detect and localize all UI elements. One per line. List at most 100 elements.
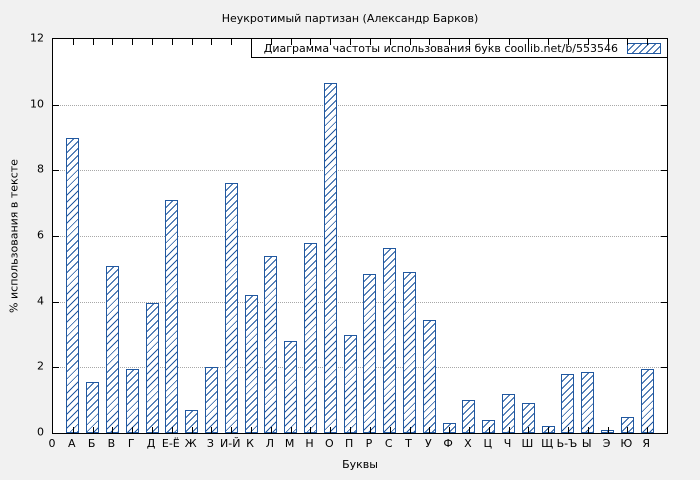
chart-title: Неукротимый партизан (Александр Барков) (221, 12, 479, 25)
x-tick-mark (647, 427, 649, 433)
bar (403, 272, 417, 433)
gridline (53, 236, 667, 237)
bar (620, 416, 634, 433)
bar (323, 83, 337, 433)
x-tick-mark (270, 427, 272, 433)
x-tick-mark (251, 39, 253, 45)
bar (264, 255, 278, 433)
bar (521, 403, 535, 433)
y-tick-mark (661, 236, 667, 237)
x-tick-mark (607, 39, 609, 45)
bar (482, 419, 496, 433)
bar (165, 199, 179, 433)
x-tick-label: У (424, 437, 432, 450)
x-tick-mark (369, 39, 371, 45)
x-tick-mark (627, 427, 629, 433)
y-tick-mark (53, 170, 59, 172)
bar (363, 273, 377, 433)
x-tick-mark (607, 427, 609, 433)
x-tick-mark (508, 427, 510, 433)
x-tick-mark (211, 39, 213, 45)
x-tick-mark (231, 39, 233, 45)
y-tick-mark (661, 170, 667, 172)
bar (185, 410, 199, 433)
x-tick-mark (330, 39, 332, 45)
y-tick-label: 6 (37, 228, 44, 242)
x-tick-label: Х (464, 437, 472, 450)
y-tick-mark (53, 367, 59, 369)
x-tick-mark (171, 39, 173, 45)
bar (244, 295, 258, 433)
x-tick-label: Л (265, 437, 274, 450)
x-tick-label: В (107, 437, 116, 450)
legend-hatch-swatch-icon (627, 42, 661, 54)
plot-area: Диаграмма частоты использования букв coo… (52, 38, 668, 434)
y-tick-label: 10 (30, 97, 44, 111)
x-tick-mark (409, 427, 411, 433)
x-tick-mark (152, 427, 154, 433)
x-tick-mark (270, 39, 272, 45)
y-tick-label: 2 (37, 359, 44, 373)
gridline (53, 170, 667, 172)
x-tick-mark (310, 427, 312, 433)
bar (502, 393, 516, 433)
x-tick-mark (231, 427, 233, 433)
y-tick-label: 0 (37, 425, 44, 439)
x-tick-mark (587, 39, 589, 45)
x-tick-label: Н (305, 437, 314, 450)
x-tick-mark (350, 39, 352, 45)
x-tick-mark (647, 39, 649, 45)
x-tick-mark (152, 39, 154, 45)
legend-box: Диаграмма частоты использования букв coo… (250, 38, 668, 58)
x-tick-mark (369, 427, 371, 433)
x-tick-mark (488, 427, 490, 433)
y-tick-mark (661, 367, 667, 369)
x-tick-mark (449, 39, 451, 45)
bar (224, 183, 238, 433)
x-tick-label: Ы (581, 437, 592, 450)
x-tick-label: Ж (184, 437, 197, 450)
x-tick-label: Ц (483, 437, 493, 450)
x-axis-label: Буквы (342, 458, 378, 471)
y-tick-label: 12 (30, 31, 44, 45)
x-tick-mark (528, 427, 530, 433)
y-tick-mark (661, 104, 667, 106)
x-tick-mark (429, 427, 431, 433)
x-tick-mark (112, 427, 114, 433)
x-tick-mark (587, 427, 589, 433)
y-tick-mark (53, 104, 59, 106)
bar (125, 368, 139, 433)
gridline (53, 301, 667, 303)
bar (86, 382, 100, 433)
x-tick-label: З (206, 437, 214, 450)
bar (303, 242, 317, 433)
x-tick-label: Э (602, 437, 611, 450)
x-tick-mark (627, 39, 629, 45)
x-tick-mark (72, 427, 74, 433)
x-tick-mark (290, 39, 292, 45)
x-tick-mark (191, 427, 193, 433)
bar (462, 400, 476, 433)
x-tick-label: М (284, 437, 295, 450)
x-tick-mark (429, 39, 431, 45)
x-tick-mark (409, 39, 411, 45)
x-tick-mark (548, 39, 550, 45)
y-tick-label: 8 (37, 162, 44, 176)
x-tick-label: Р (365, 437, 373, 450)
bar (383, 247, 397, 433)
bar (581, 372, 595, 433)
x-tick-label: 0 (48, 437, 56, 450)
y-tick-mark (53, 301, 59, 303)
x-tick-label: О (324, 437, 334, 450)
x-tick-label: Т (405, 437, 412, 450)
x-tick-mark (251, 427, 253, 433)
bar (204, 367, 218, 433)
x-tick-label: П (344, 437, 354, 450)
x-tick-mark (389, 39, 391, 45)
bar (561, 373, 575, 433)
gridline (53, 104, 667, 106)
gridline (53, 367, 667, 369)
x-tick-label: К (246, 437, 254, 450)
x-tick-mark (468, 427, 470, 433)
